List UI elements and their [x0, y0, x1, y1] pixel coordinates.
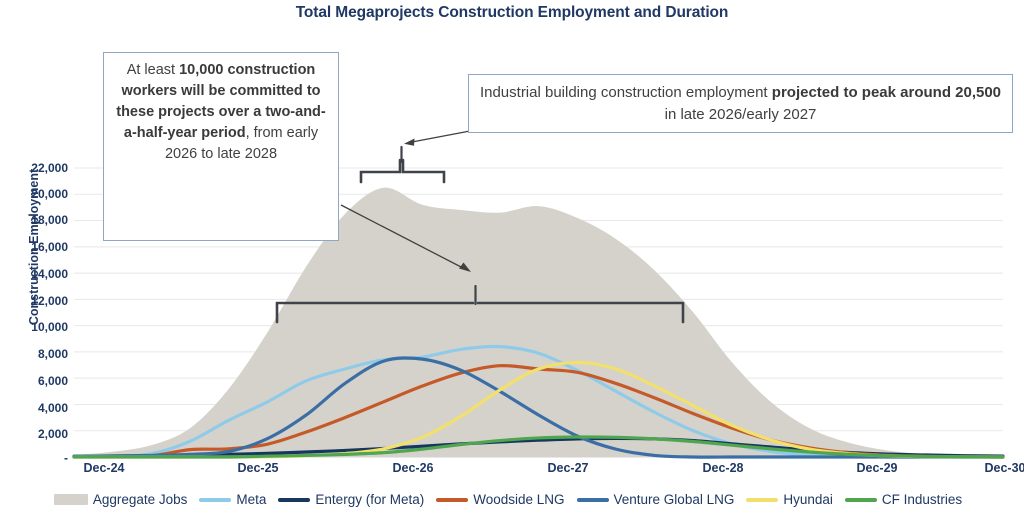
legend-item-entergy-for-meta[interactable]: Entergy (for Meta) — [278, 492, 432, 507]
peak-bracket — [359, 158, 446, 184]
x-tick: Dec-29 — [856, 461, 898, 475]
y-axis-ticks: 22,000 20,000 18,000 16,000 14,000 12,00… — [10, 0, 68, 527]
callout-left-text-1: At least — [126, 62, 180, 78]
y-tick: 8,000 — [37, 347, 68, 361]
legend-label-hyundai: Hyundai — [783, 492, 833, 507]
x-tick: Dec-27 — [547, 461, 589, 475]
callout-left-bold-1: 10,000 construction workers will be comm… — [116, 62, 326, 141]
peak-callout-arrow — [411, 130, 471, 143]
peak-callout-arrowhead — [404, 138, 415, 146]
callout-right-text-1: Industrial building construction employm… — [479, 83, 772, 101]
duration-callout-arrow — [340, 204, 464, 269]
legend-swatch-meta — [199, 497, 232, 502]
legend-label-venture-global-lng: Venture Global LNG — [613, 492, 735, 507]
page-title: Total Megaprojects Construction Employme… — [295, 4, 729, 21]
y-tick: 16,000 — [31, 240, 68, 254]
x-tick: Dec-30 — [984, 461, 1024, 475]
y-tick: 14,000 — [31, 267, 68, 281]
y-tick: 10,000 — [31, 320, 68, 334]
x-tick: Dec-24 — [83, 461, 125, 475]
x-tick: Dec-28 — [702, 461, 744, 475]
legend-label-entergy-for-meta: Entergy (for Meta) — [315, 492, 425, 507]
legend-label-cf-industries: CF Industries — [881, 492, 963, 507]
legend-item-hyundai[interactable]: Hyundai — [746, 492, 841, 507]
legend-swatch-woodside-lng — [436, 497, 469, 502]
legend-label-aggregate-jobs: Aggregate Jobs — [92, 492, 188, 507]
legend-swatch-hyundai — [746, 497, 779, 502]
legend-item-woodside-lng[interactable]: Woodside LNG — [436, 492, 572, 507]
y-tick: 12,000 — [31, 294, 68, 308]
callout-right-text-2: in late 2026/early 2027 — [664, 105, 817, 123]
annotation-connectors — [275, 130, 685, 324]
series-line-cf-industries — [72, 435, 1005, 459]
x-tick: Dec-25 — [237, 461, 279, 475]
y-tick: 2,000 — [37, 427, 68, 441]
legend-label-woodside-lng: Woodside LNG — [473, 492, 565, 507]
duration-bracket — [275, 301, 685, 324]
legend-swatch-venture-global-lng — [576, 497, 609, 502]
y-tick: 6,000 — [37, 374, 68, 388]
duration-callout-arrowhead — [459, 262, 471, 272]
callout-right-bold-1: projected to peak around 20,500 — [771, 83, 1002, 101]
legend-item-venture-global-lng[interactable]: Venture Global LNG — [576, 492, 743, 507]
y-tick: 18,000 — [31, 213, 68, 227]
legend-swatch-aggregate-jobs — [53, 494, 88, 505]
annotation-callout-duration: At least 10,000 construction workers wil… — [103, 52, 339, 241]
x-tick: Dec-26 — [392, 461, 434, 475]
legend-swatch-entergy-for-meta — [278, 497, 311, 502]
annotation-callout-peak: Industrial building construction employm… — [468, 74, 1013, 133]
y-tick: 20,000 — [31, 187, 68, 201]
y-tick: 22,000 — [31, 161, 68, 175]
series-line-venture-global-lng — [72, 356, 1005, 459]
legend-item-cf-industries[interactable]: CF Industries — [844, 492, 970, 507]
y-tick: 4,000 — [37, 401, 68, 415]
legend-swatch-cf-industries — [844, 497, 877, 502]
series-area-aggregate-jobs — [74, 187, 1003, 458]
callout-left-text-2: , from early 2026 to late 2028 — [164, 125, 319, 162]
legend-item-meta[interactable]: Meta — [199, 492, 274, 507]
y-tick: - — [64, 451, 68, 465]
chart-legend: Aggregate Jobs Meta Entergy (for Meta) Wood… — [0, 492, 1024, 507]
legend-label-meta: Meta — [236, 492, 267, 507]
legend-item-aggregate-jobs[interactable]: Aggregate Jobs — [53, 492, 196, 507]
